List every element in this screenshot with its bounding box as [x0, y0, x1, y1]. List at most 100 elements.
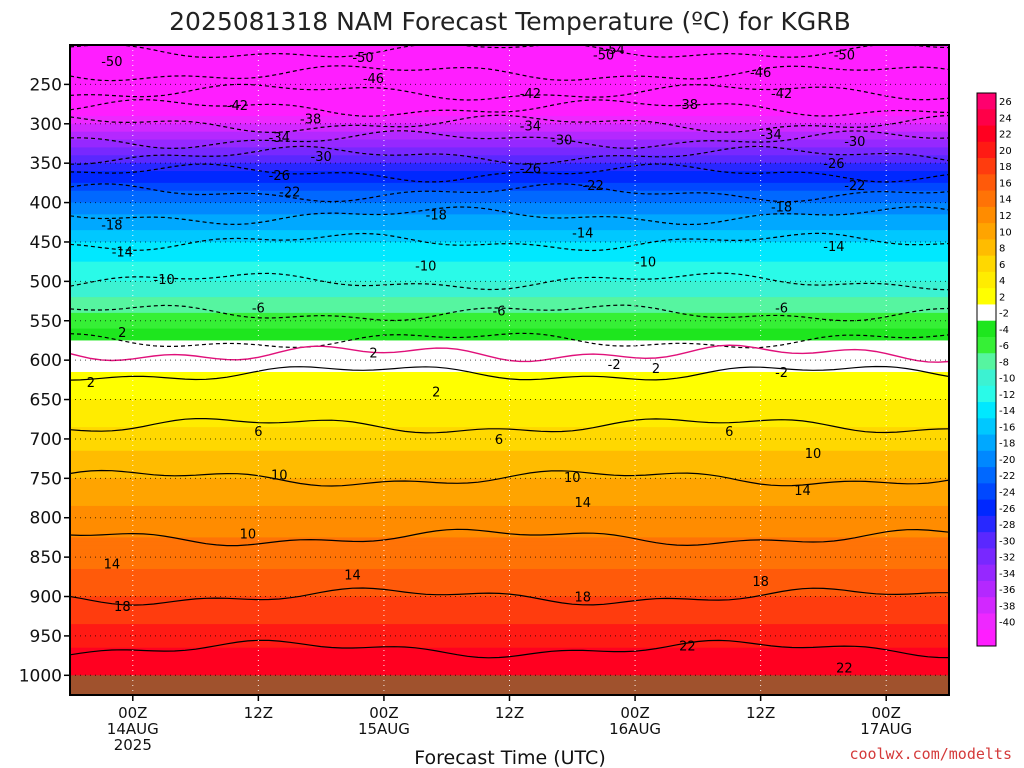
contour-line	[70, 304, 949, 322]
colorbar-swatch	[977, 515, 996, 533]
colorbar-label: -38	[999, 601, 1015, 612]
credit-text[interactable]: coolwx.com/modelts	[849, 745, 1012, 763]
temperature-band	[70, 316, 949, 322]
contour-line	[70, 83, 949, 101]
colorbar-label: -4	[999, 325, 1009, 336]
colorbar-label: 6	[999, 260, 1005, 271]
colorbar-label: -6	[999, 341, 1009, 352]
temperature-band	[70, 324, 949, 330]
temperature-band	[70, 222, 949, 227]
contour-label: -14	[112, 245, 133, 260]
temperature-band	[70, 92, 949, 97]
temperature-band	[70, 612, 949, 617]
temperature-band	[70, 482, 949, 487]
contour-label: 18	[114, 600, 131, 615]
temperature-band	[70, 395, 949, 401]
contour-label: -2	[775, 366, 788, 381]
colorbar-label: -36	[999, 585, 1015, 596]
colorbar-label: -18	[999, 439, 1015, 450]
temperature-band	[70, 167, 949, 172]
contour-label: -54	[604, 43, 625, 58]
colorbar-label: -34	[999, 569, 1015, 580]
temperature-band	[70, 139, 949, 145]
contour-label: -22	[279, 186, 300, 201]
temperature-band	[70, 364, 949, 369]
contour-label: 2	[432, 386, 440, 401]
colorbar-swatch	[977, 304, 996, 322]
contour-label: -42	[227, 99, 248, 114]
temperature-band	[70, 289, 949, 294]
contour-label: -10	[415, 260, 436, 275]
colorbar-swatch	[977, 158, 996, 175]
x-tick-label: 00Z	[118, 704, 147, 722]
y-tick-label: 650	[30, 391, 62, 411]
temperature-band	[70, 115, 949, 121]
x-tick-label: 12Z	[746, 704, 775, 722]
temperature-band	[70, 446, 949, 452]
colorbar-swatch	[977, 434, 996, 452]
contour-line	[70, 163, 949, 183]
temperature-band	[70, 371, 949, 377]
contour-label: -26	[823, 157, 844, 172]
colorbar-swatch	[977, 206, 996, 224]
colorbar-label: -14	[999, 406, 1015, 417]
temperature-band	[70, 521, 949, 527]
contour-label: -18	[101, 219, 122, 234]
contour-line	[70, 587, 949, 606]
temperature-band	[70, 596, 949, 602]
y-tick-label: 750	[30, 469, 62, 489]
colorbar-swatch	[977, 629, 996, 647]
temperature-band	[70, 541, 949, 546]
temperature-band	[70, 407, 949, 412]
temperature-band	[70, 56, 949, 62]
contour-line	[70, 99, 949, 117]
colorbar-swatch	[977, 336, 996, 354]
contour-label: 10	[805, 447, 822, 462]
colorbar-label: -8	[999, 357, 1009, 368]
colorbar-label: -16	[999, 422, 1015, 433]
temperature-band	[70, 568, 949, 574]
temperature-band	[70, 336, 949, 342]
temperature-band	[70, 190, 949, 196]
temperature-band	[70, 281, 949, 286]
x-tick-label: 12Z	[495, 704, 524, 722]
contour-label: -14	[823, 240, 844, 255]
colorbar-swatch	[977, 255, 996, 273]
temperature-band	[70, 671, 949, 676]
temperature-band	[70, 435, 949, 440]
contour-line	[70, 145, 949, 165]
contour-label: -6	[493, 305, 506, 320]
temperature-band	[70, 360, 949, 365]
temperature-band	[70, 206, 949, 212]
temperature-band	[70, 450, 949, 456]
colorbar-swatch	[977, 499, 996, 517]
colorbar-swatch	[977, 353, 996, 370]
colorbar: 26 24 22 20 18 16 14 12 10 8 6 4 2 -2 -4 -6 -8 -10 -12 -14 -…	[976, 92, 1015, 647]
contour-label: 18	[752, 575, 769, 590]
temperature-band	[70, 234, 949, 239]
contour-line	[70, 332, 949, 349]
contour-line	[70, 272, 949, 291]
colorbar-label: 22	[999, 130, 1012, 141]
temperature-band	[70, 501, 949, 507]
temperature-band	[70, 308, 949, 314]
colorbar-swatch	[977, 450, 996, 468]
contour-label: -6	[252, 301, 265, 316]
colorbar-label: -24	[999, 487, 1015, 498]
temperature-band	[70, 111, 949, 117]
y-tick-label: 500	[30, 272, 62, 292]
temperature-band	[70, 643, 949, 649]
temperature-band	[70, 175, 949, 180]
colorbar-label: 26	[999, 97, 1012, 108]
y-tick-label: 450	[30, 233, 62, 253]
temperature-band	[70, 64, 949, 70]
colorbar-frame	[976, 92, 997, 647]
contour-label: -34	[760, 128, 781, 143]
temperature-band	[70, 76, 949, 82]
contour-label: 14	[794, 484, 811, 499]
temperature-band	[70, 415, 949, 420]
colorbar-label: -28	[999, 520, 1015, 531]
x-tick-label: 2025	[114, 736, 152, 754]
temperature-band	[70, 486, 949, 491]
